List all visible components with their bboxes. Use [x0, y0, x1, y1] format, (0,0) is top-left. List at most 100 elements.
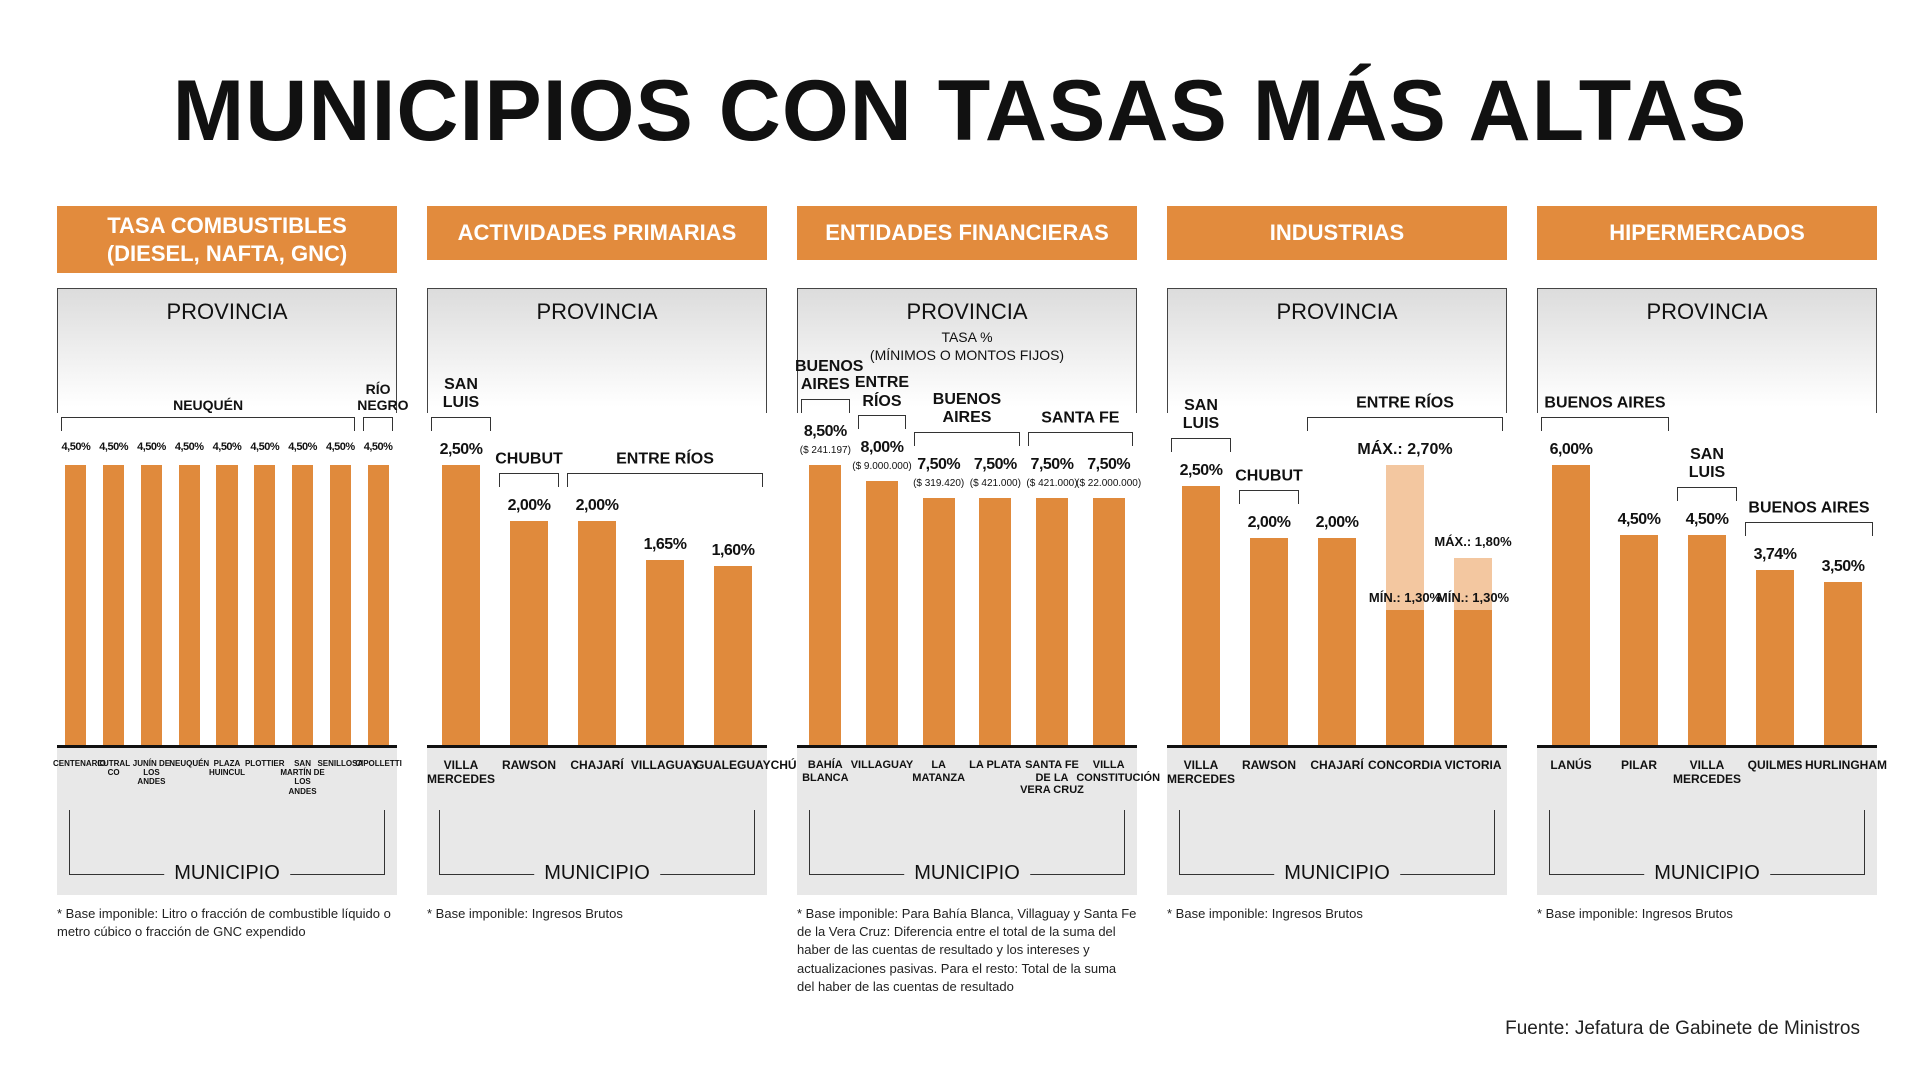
baseline: [427, 745, 767, 748]
bar: [103, 465, 125, 745]
value-label: 4,50%: [288, 441, 317, 453]
footnote: * Base imponible: Ingresos Brutos: [427, 906, 623, 921]
bar: [1551, 465, 1591, 745]
bar: [178, 465, 200, 745]
province-box: PROVINCIA TASA % (MÍNIMOS O MONTOS FIJOS): [797, 288, 1137, 413]
panel-header: HIPERMERCADOS: [1537, 206, 1877, 260]
category-label: CIPOLLETTI: [355, 759, 402, 768]
range-bar-min: [1453, 610, 1493, 745]
municipality-label: MUNICIPIO: [534, 862, 660, 885]
category-label: LA MATANZA: [912, 759, 966, 784]
bar: [1755, 570, 1795, 745]
value-label: 1,65%: [643, 536, 687, 554]
value-label: 8,50%: [803, 423, 847, 440]
bar: [291, 465, 314, 745]
bar: [1249, 537, 1289, 745]
province-subtitle: TASA %: [941, 329, 993, 345]
category-label: CHAJARÍ: [1310, 758, 1364, 772]
category-label: VICTORIA: [1444, 758, 1502, 772]
category-label: RAWSON: [502, 758, 556, 772]
category-label: CHAJARÍ: [570, 758, 624, 772]
province-subtitle: (MÍNIMOS O MONTOS FIJOS): [869, 347, 1065, 363]
municipality-box: MUNICIPIO: [427, 748, 767, 895]
value-label: 4,50%: [174, 441, 204, 453]
baseline: [1167, 745, 1507, 748]
page-title: MUNICIPIOS CON TASAS MÁS ALTAS: [172, 63, 1748, 159]
value-note: ($ 421.000): [1026, 477, 1078, 489]
municipality-box: MUNICIPIO: [1537, 748, 1877, 895]
category-label: BAHÍA BLANCA: [802, 759, 849, 784]
value-label: 6,00%: [1549, 441, 1593, 458]
bar: [979, 497, 1012, 745]
group-bracket: [363, 417, 393, 431]
value-note: ($ 9.000.000): [852, 461, 912, 473]
group-bracket: [914, 431, 1020, 446]
province-box: PROVINCIA: [1167, 288, 1507, 413]
bar: [65, 465, 87, 745]
bar: [866, 481, 898, 745]
category-label: VILLA MERCEDES: [1672, 758, 1741, 786]
value-label: 4,50%: [212, 441, 242, 453]
value-label: 4,50%: [137, 441, 166, 453]
group-bracket: [1541, 417, 1669, 431]
province-label: PROVINCIA: [536, 299, 658, 324]
footnote: * Base imponible: Ingresos Brutos: [1167, 906, 1363, 921]
value-label: 4,50%: [99, 441, 128, 453]
value-label: 4,50%: [61, 441, 91, 453]
bar: [1036, 497, 1068, 745]
group-bracket: [857, 415, 907, 430]
category-label: VILLA MERCEDES: [1166, 758, 1235, 786]
municipality-box: MUNICIPIO: [797, 748, 1137, 895]
panel-header: TASA COMBUSTIBLES (DIESEL, NAFTA, GNC): [57, 206, 397, 273]
footnote: * Base imponible: Para Bahía Blanca, Vil…: [797, 906, 1137, 994]
value-label: 2,00%: [1315, 513, 1359, 531]
category-label: PILAR: [1621, 758, 1657, 772]
value-label: 7,50%: [973, 455, 1017, 473]
category-label: CENTENARIO: [53, 759, 106, 768]
group-label: ENTRE RÍOS: [616, 450, 714, 468]
group-label: ENTRE RÍOS: [1356, 394, 1454, 412]
value-label: 3,74%: [1753, 546, 1797, 564]
value-label: 4,50%: [325, 441, 355, 453]
value-note: ($ 241.197): [799, 445, 851, 456]
province-box: PROVINCIA: [427, 288, 767, 413]
bar: [809, 465, 842, 745]
value-note: ($ 421.000): [969, 477, 1021, 489]
group-bracket: [499, 473, 559, 487]
range-bar-min: [1385, 610, 1425, 745]
group-bracket: [1027, 431, 1133, 446]
bar: [922, 497, 955, 745]
panel-header: ENTIDADES FINANCIERAS: [797, 206, 1137, 260]
footnote: * Base imponible: Litro o fracción de co…: [57, 906, 391, 940]
group-bracket: [61, 417, 356, 431]
category-label: LANÚS: [1550, 758, 1592, 772]
value-label: 7,50%: [1030, 455, 1074, 473]
bar: [1619, 535, 1659, 745]
group-label: CHUBUT: [1235, 467, 1303, 485]
bar: [329, 465, 351, 745]
source: Fuente: Jefatura de Gabinete de Ministro…: [1505, 1018, 1860, 1039]
category-label: SENILLOSA: [317, 759, 364, 768]
category-label: VILLAGUAY: [630, 758, 700, 772]
group-label: ENTRE RÍOS: [854, 374, 910, 411]
value-label: 1,60%: [711, 541, 755, 559]
province-label: PROVINCIA: [1646, 299, 1768, 324]
bar: [254, 465, 276, 745]
value-label: 4,50%: [1685, 511, 1729, 528]
value-label: 4,50%: [250, 441, 280, 453]
category-label: CONCORDIA: [1368, 758, 1442, 772]
bar: [713, 565, 753, 745]
category-label: JUNÍN DE LOS ANDES: [132, 759, 171, 787]
group-bracket: [431, 417, 491, 431]
province-box: PROVINCIA: [1537, 288, 1877, 413]
province-label: PROVINCIA: [1276, 299, 1398, 324]
value-label: 2,00%: [507, 497, 551, 514]
province-label: PROVINCIA: [166, 299, 288, 324]
category-label: SAN MARTÍN DE LOS ANDES: [280, 759, 325, 796]
province-label: PROVINCIA: [906, 299, 1028, 324]
baseline: [1537, 745, 1877, 748]
value-label: 4,50%: [1617, 511, 1661, 528]
bar: [216, 465, 238, 745]
value-note: ($ 22.000.000): [1076, 477, 1142, 489]
group-label: SAN LUIS: [442, 376, 480, 412]
